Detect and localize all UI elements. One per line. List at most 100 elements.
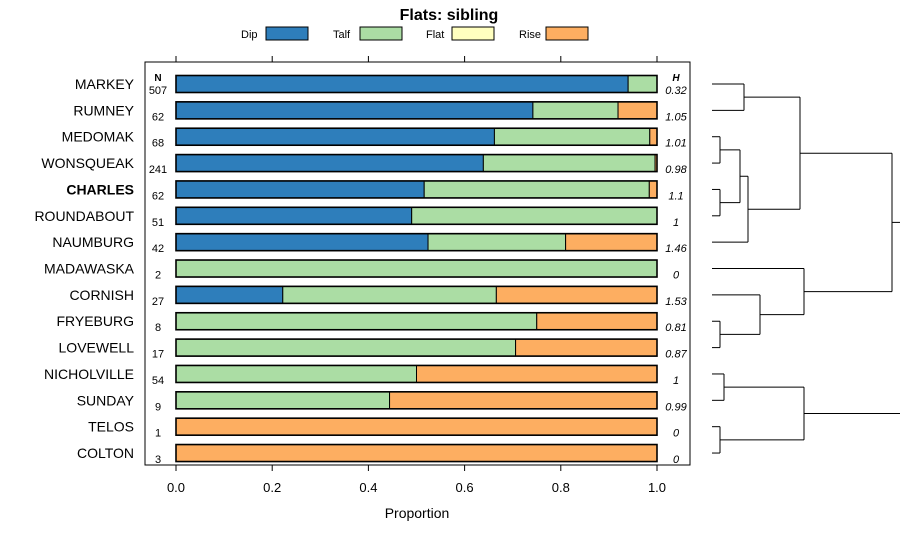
legend-swatch-flat bbox=[451, 26, 495, 41]
bar-segment-rise bbox=[648, 180, 658, 199]
bar-outline bbox=[175, 153, 658, 173]
bar-outline bbox=[175, 311, 658, 331]
category-label: SUNDAY bbox=[77, 392, 135, 408]
bar-segment-rise bbox=[389, 391, 658, 410]
n-value: 42 bbox=[152, 243, 164, 255]
x-tick-label: 0.8 bbox=[552, 480, 570, 495]
bar-outline bbox=[175, 285, 658, 305]
n-value: 1 bbox=[155, 428, 161, 440]
n-value: 54 bbox=[152, 375, 164, 387]
dendrogram bbox=[712, 83, 900, 454]
category-label: MADAWASKA bbox=[44, 261, 135, 277]
bar-segment-dip bbox=[175, 75, 629, 93]
bar-segment-talf bbox=[175, 259, 658, 278]
bar-segment-rise bbox=[536, 312, 658, 331]
h-value: 0 bbox=[673, 454, 680, 466]
bar-outline bbox=[175, 206, 658, 226]
bar-outline bbox=[175, 74, 658, 94]
row-medomak: MEDOMAK 68 1.01 bbox=[62, 127, 687, 150]
bar-outline bbox=[175, 180, 658, 199]
h-value: 0.99 bbox=[665, 401, 686, 413]
row-colton: COLTON 3 0 bbox=[77, 443, 680, 466]
x-tick-label: 0.2 bbox=[263, 480, 281, 495]
bar-segment-talf bbox=[627, 75, 658, 93]
row-lovewell: LOVEWELL 17 0.87 bbox=[59, 338, 688, 361]
h-column-header: H bbox=[672, 73, 680, 84]
row-telos: TELOS 1 0 bbox=[88, 417, 680, 440]
plot-frame bbox=[144, 61, 691, 466]
bar-segment-talf bbox=[493, 127, 651, 146]
bar-segment-dip bbox=[175, 285, 284, 304]
n-value: 3 bbox=[155, 454, 161, 466]
n-value: 62 bbox=[152, 111, 164, 123]
bar-outline bbox=[175, 417, 658, 436]
row-fryeburg: FRYEBURG 8 0.81 bbox=[56, 311, 687, 334]
legend-swatch-rise bbox=[545, 26, 589, 41]
n-value: 17 bbox=[152, 349, 164, 361]
n-value: 9 bbox=[155, 401, 161, 413]
n-value: 8 bbox=[155, 322, 161, 334]
n-column-header: N bbox=[154, 73, 161, 84]
bar-segment-talf bbox=[427, 233, 567, 252]
category-label: CORNISH bbox=[69, 287, 134, 303]
row-rumney: RUMNEY 62 1.05 bbox=[73, 101, 688, 123]
h-value: 1.05 bbox=[665, 111, 687, 123]
h-value: 0 bbox=[673, 270, 680, 282]
chart-title: Flats: sibling bbox=[400, 7, 499, 24]
category-label: TELOS bbox=[88, 419, 134, 435]
row-madawaska: MADAWASKA 2 0 bbox=[44, 259, 680, 282]
category-label: FRYEBURG bbox=[56, 313, 134, 329]
x-axis: 0.0 0.2 0.4 0.6 0.8 1.0 bbox=[167, 56, 666, 495]
bar-segment-dip bbox=[175, 233, 429, 252]
bar-outline bbox=[175, 391, 658, 410]
category-label: RUMNEY bbox=[73, 102, 134, 118]
row-wonsqueak: WONSQUEAK 241 0.98 bbox=[41, 153, 688, 176]
legend-label-dip: Dip bbox=[241, 29, 258, 41]
bar-segment-rise bbox=[515, 338, 658, 357]
row-cornish: CORNISH 27 1.53 bbox=[69, 285, 688, 308]
bar-segment-rise bbox=[495, 285, 658, 304]
legend-label-talf: Talf bbox=[333, 29, 351, 41]
bar-segment-dip bbox=[175, 206, 413, 225]
row-roundabout: ROUNDABOUT 51 1 bbox=[34, 206, 679, 229]
bar-outline bbox=[175, 364, 658, 384]
bar-segment-dip bbox=[175, 154, 484, 173]
n-value: 507 bbox=[149, 85, 167, 97]
category-label: MARKEY bbox=[75, 76, 135, 92]
bar-outline bbox=[175, 259, 658, 278]
x-tick-label: 1.0 bbox=[648, 480, 666, 495]
bar-segment-talf bbox=[532, 101, 619, 120]
category-label: COLTON bbox=[77, 445, 134, 461]
x-tick-label: 0.6 bbox=[456, 480, 474, 495]
bar-segment-rise bbox=[617, 101, 658, 120]
n-value: 241 bbox=[149, 164, 167, 176]
row-charles: CHARLES 62 1.1 bbox=[66, 180, 684, 202]
bar-segment-talf bbox=[423, 180, 650, 199]
n-value: 51 bbox=[152, 217, 164, 229]
h-value: 0 bbox=[673, 428, 680, 440]
h-value: 0.87 bbox=[665, 349, 687, 361]
bar-rows: MARKEY 507 0.32 RUMNEY 62 1.05 MEDOMAK 68 1.01 WO… bbox=[34, 74, 688, 466]
bar-segment-rise bbox=[565, 233, 658, 252]
bar-segment-talf bbox=[482, 154, 656, 173]
bar-segment-dip bbox=[175, 127, 495, 146]
bar-segment-rise bbox=[649, 127, 658, 146]
category-label: NICHOLVILLE bbox=[44, 366, 134, 382]
row-nicholville: NICHOLVILLE 54 1 bbox=[44, 364, 679, 387]
row-markey: MARKEY 507 0.32 bbox=[75, 74, 687, 97]
h-value: 1 bbox=[673, 217, 679, 229]
x-tick-label: 0.4 bbox=[359, 480, 377, 495]
bar-outline bbox=[175, 101, 658, 120]
bar-segment-talf bbox=[411, 206, 658, 225]
legend: Dip Talf Flat Rise bbox=[241, 26, 589, 41]
h-value: 1.46 bbox=[665, 243, 687, 255]
bar-segment-rise bbox=[416, 364, 658, 383]
category-label: WONSQUEAK bbox=[41, 155, 134, 171]
bar-outline bbox=[175, 338, 658, 357]
n-value: 68 bbox=[152, 138, 164, 150]
category-label: LOVEWELL bbox=[59, 340, 135, 356]
bar-segment-rise bbox=[175, 417, 658, 436]
h-value: 1.1 bbox=[668, 190, 683, 202]
bar-segment-talf bbox=[282, 285, 497, 304]
bar-outline bbox=[175, 232, 658, 252]
